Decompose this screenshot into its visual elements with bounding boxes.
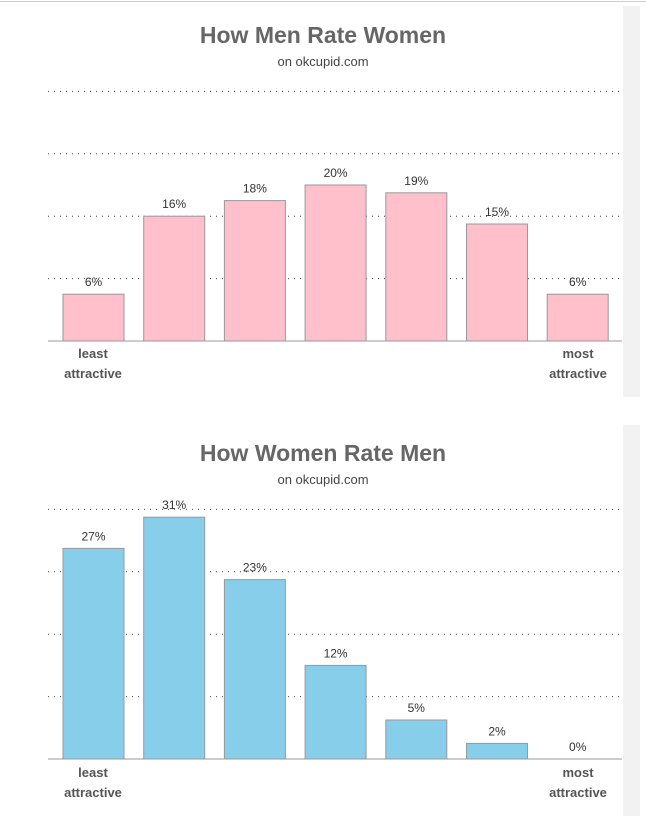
data-label: 2% (488, 724, 506, 738)
bar-6 (466, 223, 528, 342)
bar-4 (304, 664, 367, 760)
bar-chart-men-rate-women: 6% 16% 18% 20% 19% 15% 6% (48, 90, 622, 342)
bar-2 (143, 215, 206, 342)
data-label: 27% (81, 529, 105, 543)
chart-title: How Men Rate Women (199, 22, 447, 48)
data-label: 16% (162, 197, 186, 211)
x-end-label-left-line1: least (78, 765, 108, 780)
bar-1 (62, 293, 125, 342)
x-end-label-left-line2: attractive (64, 785, 122, 800)
data-label: 6% (569, 275, 587, 289)
data-label: 18% (243, 182, 267, 196)
data-label: 15% (485, 205, 509, 219)
chart-title: How Women Rate Men (199, 440, 447, 466)
x-end-label-left-line2: attractive (64, 366, 122, 381)
x-end-label-right-line2: attractive (549, 785, 607, 800)
chart-subtitle: on okcupid.com (277, 54, 369, 69)
bar-3 (223, 579, 286, 760)
x-end-label-right-line2: attractive (549, 366, 607, 381)
bar-4 (304, 184, 367, 342)
data-label: 19% (404, 174, 428, 188)
x-end-label-left: least attractive (48, 763, 138, 803)
x-end-label-left-line1: least (78, 346, 108, 361)
data-label: 12% (324, 646, 348, 660)
data-label: 31% (162, 498, 186, 512)
bar-3 (223, 200, 286, 342)
chart-subtitle: on okcupid.com (277, 472, 369, 487)
x-end-label-left: least attractive (48, 344, 138, 384)
bar-5 (385, 192, 448, 342)
x-end-label-right-line1: most (562, 346, 594, 361)
top-divider (0, 1, 646, 2)
data-label: 5% (408, 701, 426, 715)
data-label: 0% (569, 740, 587, 754)
bar-7 (546, 293, 609, 342)
x-end-label-right: most attractive (533, 763, 623, 803)
x-end-label-right: most attractive (533, 344, 623, 384)
data-label: 20% (324, 166, 348, 180)
data-label: 6% (85, 275, 103, 289)
bar-6 (466, 742, 528, 760)
bar-2 (143, 516, 206, 760)
data-label: 23% (243, 561, 267, 575)
bar-5 (385, 719, 448, 760)
bar-1 (62, 547, 125, 760)
x-end-label-right-line1: most (562, 765, 594, 780)
